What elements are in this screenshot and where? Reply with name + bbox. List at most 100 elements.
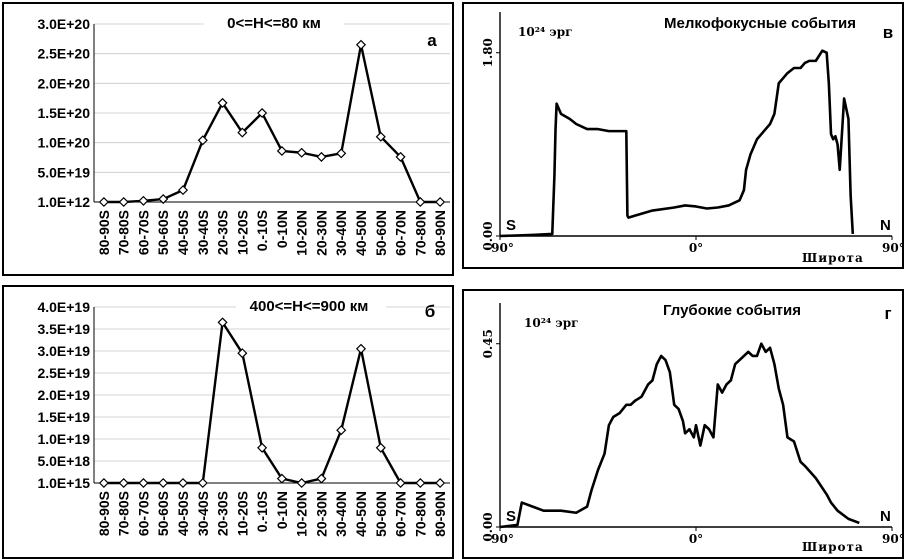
chart-b-title-box (236, 295, 386, 317)
chart-c-svg: 0.00 1.80 -90° 0° 90° 10²⁴ эрг Мелкофокусные… (481, 12, 904, 265)
a-data-point (158, 193, 169, 205)
a-ytick-label: 2.0E+20 (37, 75, 90, 91)
chart-d-axes: 0.00 0.45 -90° 0° 90° (481, 303, 904, 546)
b-xtick-label: 60-70S (135, 491, 151, 536)
chart-panel-b: 1.0E+15 5.0E+18 1.0E+19 1.5E+19 2.0E+19 2.5E+… (2, 285, 454, 559)
a-ytick-label: 1.0E+20 (37, 135, 90, 151)
b-xtick-label: 0-10N (274, 491, 290, 529)
a-data-point (276, 145, 287, 157)
b-xtick-label: 0.-10S (254, 491, 270, 532)
b-data-point (217, 317, 228, 328)
a-data-point (257, 107, 268, 119)
chart-c-title: Мелкофокусные события (664, 15, 856, 32)
chart-c-series (499, 49, 855, 238)
b-data-point (296, 477, 307, 489)
chart-a-title-box (204, 12, 344, 34)
c-ytick-label: 1.80 (481, 38, 495, 67)
chart-c-unit: 10²⁴ эрг (518, 25, 572, 39)
b-xtick-label: 40-50S (175, 491, 191, 536)
b-xtick-label: 20-30S (215, 491, 231, 536)
chart-a-svg: 1.0E+12 5.0E+19 1.0E+20 1.5E+20 2.0E+20 2.5E+… (37, 12, 450, 256)
a-xtick-label: 0.-10S (254, 210, 270, 251)
a-xtick-label: 40-50N (353, 210, 369, 256)
chart-c-axes: 0.00 1.80 -90° 0° 90° (481, 12, 904, 255)
a-xtick-label: 10-20N (294, 210, 310, 256)
chart-panel-a: 1.0E+12 5.0E+19 1.0E+20 1.5E+20 2.0E+20 2.5E+… (2, 2, 454, 276)
chart-a-xaxis: 80-90S 70-80S 60-70S 50-60S 40-50S 30-40S 20-3… (94, 201, 450, 256)
a-data-point (197, 135, 208, 146)
a-xtick-label: 80-90N (432, 210, 448, 256)
a-data-point (435, 196, 446, 208)
b-xtick-label: 10-20N (294, 491, 310, 537)
b-data-point (98, 477, 109, 489)
chart-b-svg: 1.0E+15 5.0E+18 1.0E+19 1.5E+19 2.0E+19 2.5E+… (37, 295, 450, 537)
a-xtick-label: 80-90S (96, 210, 112, 255)
a-ytick-label: 2.5E+20 (37, 46, 90, 62)
a-data-point (98, 196, 109, 208)
b-xtick-label: 10-20S (234, 491, 250, 536)
chart-c-letter: в (883, 23, 893, 42)
b-ytick-label: 1.5E+19 (37, 409, 90, 425)
chart-b-series (98, 317, 446, 489)
b-data-point (375, 442, 386, 453)
chart-d-svg: 0.00 0.45 -90° 0° 90° 10²⁴ эрг Глубокие собы… (481, 302, 904, 554)
chart-a-yaxis: 1.0E+12 5.0E+19 1.0E+20 1.5E+20 2.0E+20 2.5E+… (37, 16, 95, 210)
chart-panel-d: 0.00 0.45 -90° 0° 90° 10²⁴ эрг Глубокие собы… (462, 289, 904, 559)
chart-c-xlabel: Широта (802, 251, 864, 265)
b-ytick-label: 2.0E+19 (37, 387, 90, 403)
a-xtick-label: 60-70S (135, 210, 151, 255)
chart-panel-c: 0.00 1.80 -90° 0° 90° 10²⁴ эрг Мелкофокусные… (462, 2, 904, 269)
chart-d-south: S (506, 508, 516, 525)
b-xtick-label: 70-80S (116, 491, 132, 536)
chart-d-unit: 10²⁴ эрг (524, 316, 578, 330)
a-xtick-label: 20-30S (215, 210, 231, 255)
c-xtick-label: 90° (882, 241, 904, 255)
b-series-line (103, 321, 441, 485)
a-ytick-label: 1.0E+12 (37, 194, 90, 210)
chart-b-yaxis: 1.0E+15 5.0E+18 1.0E+19 1.5E+19 2.0E+19 2.5E+… (37, 299, 95, 491)
b-xtick-label: 40-50N (353, 491, 369, 537)
b-data-point (118, 477, 129, 489)
b-data-point (138, 477, 149, 489)
d-series-line (499, 342, 860, 529)
b-xtick-label: 60-70N (393, 491, 409, 537)
chart-a-title: 0<=H<=80 км (227, 15, 321, 32)
chart-d-north: N (880, 508, 891, 525)
a-data-point (237, 127, 248, 138)
b-xtick-label: 30-40S (195, 491, 211, 536)
chart-d-xlabel: Широта (802, 540, 864, 554)
d-xtick-label: -90° (486, 532, 514, 546)
b-data-point (355, 343, 367, 354)
b-xtick-label: 30-40N (333, 491, 349, 537)
a-data-point (177, 185, 189, 196)
b-data-point (197, 477, 208, 489)
d-ytick-label: 0.45 (481, 329, 495, 358)
b-ytick-label: 5.0E+18 (37, 453, 90, 469)
chart-d-letter: г (884, 304, 891, 323)
b-ytick-label: 4.0E+19 (37, 299, 90, 315)
b-data-point (158, 477, 169, 489)
a-ytick-label: 5.0E+19 (37, 164, 90, 180)
b-xtick-label: 50-60N (373, 491, 389, 537)
chart-b-grid (94, 306, 450, 462)
a-xtick-label: 30-40S (195, 210, 211, 255)
b-ytick-label: 1.0E+15 (37, 475, 90, 491)
a-data-point (395, 151, 406, 162)
a-data-point (138, 195, 149, 206)
a-xtick-label: 0-10N (274, 210, 290, 248)
a-ytick-label: 1.5E+20 (37, 105, 90, 121)
b-data-point (276, 473, 287, 484)
chart-b-letter: б (425, 302, 436, 321)
b-ytick-label: 3.0E+19 (37, 343, 90, 359)
b-xtick-label: 70-80N (412, 491, 428, 537)
d-xtick-label: 0° (689, 532, 703, 546)
a-data-point (316, 151, 327, 162)
d-ytick-label: 0.00 (481, 512, 495, 541)
a-xtick-label: 20-30N (313, 210, 329, 256)
b-data-point (257, 442, 268, 453)
b-xtick-label: 20-30N (313, 491, 329, 537)
a-xtick-label: 10-20S (234, 210, 250, 255)
b-data-point (237, 348, 248, 359)
b-ytick-label: 3.5E+19 (37, 321, 90, 337)
a-xtick-label: 70-80S (116, 210, 132, 255)
